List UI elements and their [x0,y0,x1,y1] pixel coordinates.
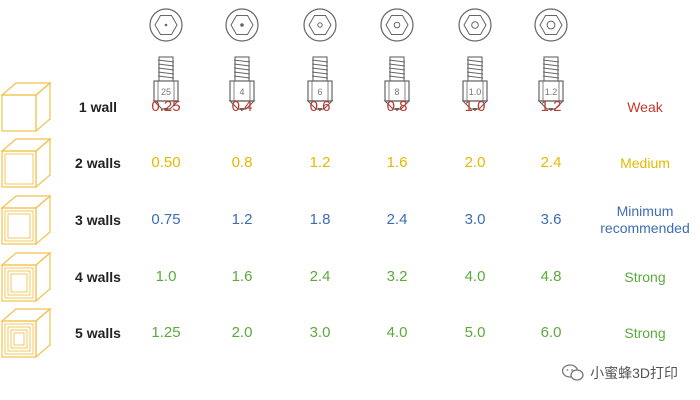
thickness-value: 4.0 [386,324,408,341]
watermark-text: 小蜜蜂3D打印 [590,365,678,381]
thickness-value: 1.0 [155,268,177,285]
thickness-value: 2.4 [386,211,408,228]
table-row: 1 wall 0.25 0.4 0.6 0.8 1.0 1.2 Weak [0,79,700,135]
nozzle-icon: 25 [144,3,188,113]
thickness-value: 1.8 [309,211,331,228]
nozzle-size-label: 1.2 [545,87,558,97]
strength-rating: Strong [624,324,666,341]
thickness-value: 2.4 [309,268,331,285]
walls-label: 1 wall [78,99,118,115]
walls-label: 5 walls [75,325,121,341]
thickness-value: 2.0 [464,154,486,171]
cube-icon [0,251,52,303]
thickness-value: 0.4 [231,98,253,115]
thickness-value: 0.8 [231,154,253,171]
walls-label: 2 walls [75,155,121,171]
strength-rating: Strong [624,268,666,285]
thickness-value: 0.6 [309,98,331,115]
nozzle-icon: 1.2 [529,3,573,113]
table-row: 3 walls 0.75 1.2 1.8 2.4 3.0 3.6 Minimum recomm… [0,192,700,248]
thickness-value: 3.0 [464,211,486,228]
nozzle-icon: 6 [298,3,342,113]
nozzle-size-label: 25 [161,87,171,97]
walls-label: 4 walls [75,269,121,285]
thickness-value: 6.0 [540,324,562,341]
thickness-value: 1.2 [309,154,331,171]
thickness-value: 3.0 [309,324,331,341]
nozzle-icon: 4 [220,3,264,113]
table-row: 2 walls 0.50 0.8 1.2 1.6 2.0 2.4 Medium [0,135,700,191]
nozzle-size-label: 8 [394,87,399,97]
thickness-value: 4.0 [464,268,486,285]
thickness-value: 1.6 [231,268,253,285]
nozzle-icon: 1.0 [453,3,497,113]
table-row: 4 walls 1.0 1.6 2.4 3.2 4.0 4.8 Strong [0,249,700,305]
thickness-value: 2.0 [231,324,253,341]
thickness-value: 1.2 [231,211,253,228]
cube-icon [0,307,52,359]
thickness-value: 0.8 [386,98,408,115]
table-row: 5 walls 1.25 2.0 3.0 4.0 5.0 6.0 Strong [0,305,700,361]
strength-rating: Weak [627,98,663,115]
thickness-value: 1.2 [540,98,562,115]
nozzle-size-label: 4 [239,87,244,97]
thickness-value: 3.6 [540,211,562,228]
strength-rating: Minimum recommended [600,203,690,236]
cube-icon [0,81,52,133]
thickness-value: 0.25 [151,98,181,115]
thickness-value: 1.6 [386,154,408,171]
cube-icon [0,194,52,246]
strength-rating: Medium [620,154,670,171]
watermark: 小蜜蜂3D打印 [556,360,684,386]
thickness-value: 0.50 [151,154,181,171]
nozzle-icon: 8 [375,3,419,113]
walls-label: 3 walls [75,212,121,228]
thickness-value: 1.0 [464,98,486,115]
thickness-value: 2.4 [540,154,562,171]
cube-icon [0,137,52,189]
chat-bubble-icon [562,364,584,381]
nozzle-size-label: 1.0 [469,87,482,97]
thickness-value: 0.75 [151,211,181,228]
thickness-value: 4.8 [540,268,562,285]
thickness-value: 5.0 [464,324,486,341]
thickness-value: 1.25 [151,324,181,341]
thickness-value: 3.2 [386,268,408,285]
nozzle-size-label: 6 [317,87,322,97]
